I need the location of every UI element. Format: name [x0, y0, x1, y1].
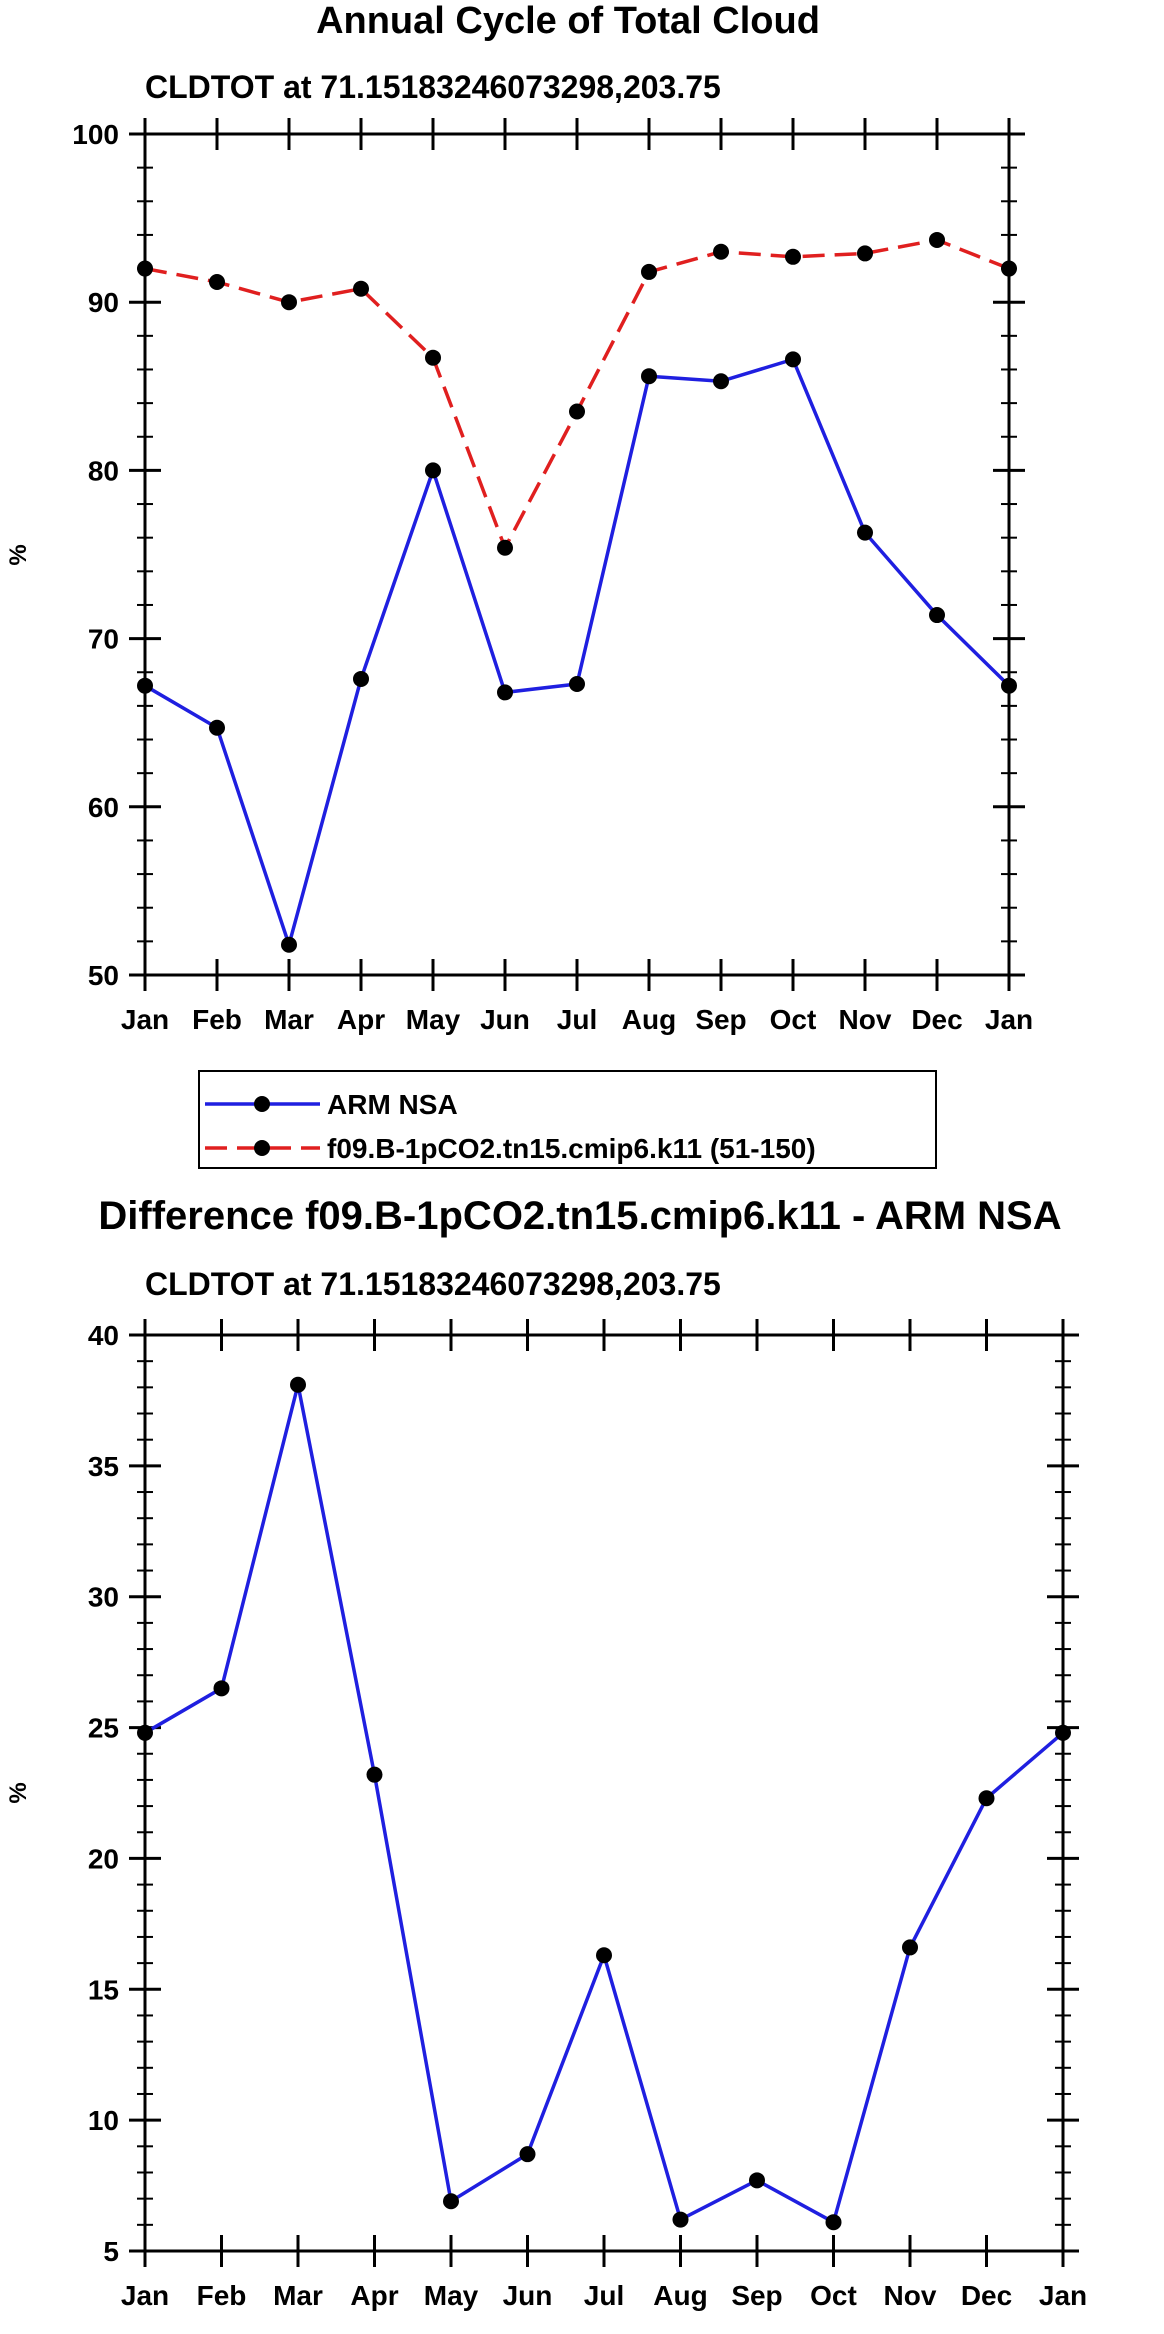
legend-entry-1: ARM NSA [327, 1089, 458, 1120]
legend-entry-2: f09.B-1pCO2.tn15.cmip6.k11 (51-150) [327, 1133, 816, 1164]
chart1-series-1-point [137, 677, 153, 694]
chart1-ytick-label: 50 [88, 960, 119, 991]
chart1-series-1-point [1001, 677, 1017, 694]
chart2-xtick-label: Jun [503, 2280, 553, 2311]
chart2-series-1-point [443, 2193, 459, 2210]
chart2-series-1-point [825, 2214, 842, 2231]
chart1-series-1-point [425, 462, 441, 479]
chart2-xtick-label: Oct [810, 2280, 857, 2311]
chart2-series-1-point [366, 1766, 383, 1783]
chart1-plot-frame [143, 132, 1011, 977]
chart2-ytick-label: 20 [88, 1843, 119, 1874]
chart2-ytick-label: 25 [88, 1713, 119, 1744]
chart2-series-1-point [596, 1947, 612, 1964]
chart1-xtick-label: Feb [192, 1004, 242, 1035]
chart1-series-1-point [281, 936, 297, 953]
chart1-series-2-point [425, 349, 441, 366]
chart2-series-line-1 [144, 1382, 1065, 2224]
chart2-xtick-label: Aug [653, 2280, 707, 2311]
chart2-ytick-label: 35 [88, 1451, 119, 1482]
chart1-xtick-label: Nov [839, 1004, 892, 1035]
chart1-xtick-label: Jan [985, 1004, 1033, 1035]
chart1-xtick-label: Jan [121, 1004, 169, 1035]
chart2-xtick-label: Dec [961, 2280, 1012, 2311]
chart1-xtick-label: Dec [911, 1004, 962, 1035]
chart2-ylabel: % [5, 1782, 32, 1803]
chart-annual-cycle: Annual Cycle of Total Cloud CLDTOT at 71… [5, 0, 1033, 1169]
chart1-ytick-label: 90 [88, 287, 119, 318]
chart2-series-1-point [749, 2172, 765, 2189]
chart1-series-1-point [713, 373, 729, 390]
chart2-xtick-label: Apr [350, 2280, 398, 2311]
chart2-ytick-label: 30 [88, 1582, 119, 1613]
chart1-xtick-label: Jun [480, 1004, 530, 1035]
chart1-series-2-point [641, 263, 657, 280]
chart1-series-2-point [281, 294, 297, 311]
chart1-series-1-point [929, 607, 945, 624]
chart1-series-2-point [857, 245, 873, 262]
chart1-xtick-label: Mar [264, 1004, 314, 1035]
chart1-xtick-label: Sep [695, 1004, 746, 1035]
chart1-series-2-point [137, 260, 153, 277]
chart1-ytick-label: 60 [88, 792, 119, 823]
chart2-series-1-point [213, 1680, 230, 1697]
chart1-series-line-1 [144, 357, 1011, 947]
chart-difference: Difference f09.B-1pCO2.tn15.cmip6.k11 - … [5, 1194, 1087, 2311]
chart1-xtick-label: Jul [557, 1004, 597, 1035]
chart1-series-2-point [1001, 260, 1017, 277]
chart2-ytick-label: 15 [88, 1974, 119, 2005]
chart1-ylabel: % [5, 544, 32, 565]
chart1-series-2-point [569, 403, 585, 420]
chart2-series-1-point [519, 2146, 536, 2163]
chart2-subtitle: CLDTOT at 71.15183246073298,203.75 [145, 1266, 721, 1302]
chart2-xtick-label: May [424, 2280, 479, 2311]
chart2-xtick-label: Feb [197, 2280, 247, 2311]
chart2-series-1-point [290, 1376, 306, 1393]
chart2-xtick-label: Jan [121, 2280, 169, 2311]
chart1-xtick-label: May [406, 1004, 461, 1035]
chart1-series-1-point [497, 684, 513, 701]
chart1-series-2-point [929, 231, 945, 248]
legend-box [198, 1070, 937, 1169]
chart1-ytick-label: 100 [72, 119, 119, 150]
chart2-series-1-point [1055, 1724, 1071, 1741]
chart1-xtick-label: Aug [622, 1004, 676, 1035]
chart1-series-2-point [497, 539, 513, 556]
chart2-plot-frame [143, 1333, 1065, 2253]
chart2-ytick-label: 10 [88, 2105, 119, 2136]
chart1-series-2-point [713, 243, 729, 260]
chart1-legend: ARM NSA f09.B-1pCO2.tn15.cmip6.k11 (51-15… [198, 1070, 937, 1169]
chart1-series-1-point [641, 368, 657, 385]
chart2-xtick-label: Mar [273, 2280, 323, 2311]
chart1-ytick-label: 70 [88, 624, 119, 655]
chart1-series-1-point [209, 719, 225, 736]
chart1-xtick-label: Oct [770, 1004, 817, 1035]
chart1-title: Annual Cycle of Total Cloud [316, 0, 820, 42]
chart1-series-2-point [353, 280, 369, 297]
chart1-xtick-label: Apr [337, 1004, 385, 1035]
legend-swatch-marker-1 [254, 1096, 270, 1112]
chart1-series-1-point [857, 524, 873, 541]
chart2-series-1-point [978, 1790, 995, 1807]
chart1-series-2-point [785, 248, 801, 265]
chart1-series-line-2 [144, 238, 1010, 550]
chart2-title: Difference f09.B-1pCO2.tn15.cmip6.k11 - … [98, 1194, 1061, 1238]
chart2-series-1-point [902, 1939, 918, 1956]
chart1-ytick-label: 80 [88, 455, 119, 486]
legend-swatch-marker-2 [254, 1140, 270, 1156]
chart1-subtitle: CLDTOT at 71.15183246073298,203.75 [145, 69, 721, 105]
chart1-series-1-point [353, 670, 369, 687]
chart2-xtick-label: Jul [584, 2280, 624, 2311]
chart1-series-1-point [785, 351, 801, 368]
chart2-ytick-label: 5 [103, 2236, 119, 2267]
chart2-xtick-label: Jan [1039, 2280, 1087, 2311]
chart2-ytick-label: 40 [88, 1320, 119, 1351]
chart2-series-1-point [672, 2211, 689, 2228]
chart2-xtick-label: Nov [884, 2280, 937, 2311]
chart1-series-1-point [569, 676, 585, 693]
chart2-series-1-point [137, 1724, 153, 1741]
chart1-series-2-point [209, 274, 225, 291]
chart2-xtick-label: Sep [731, 2280, 782, 2311]
